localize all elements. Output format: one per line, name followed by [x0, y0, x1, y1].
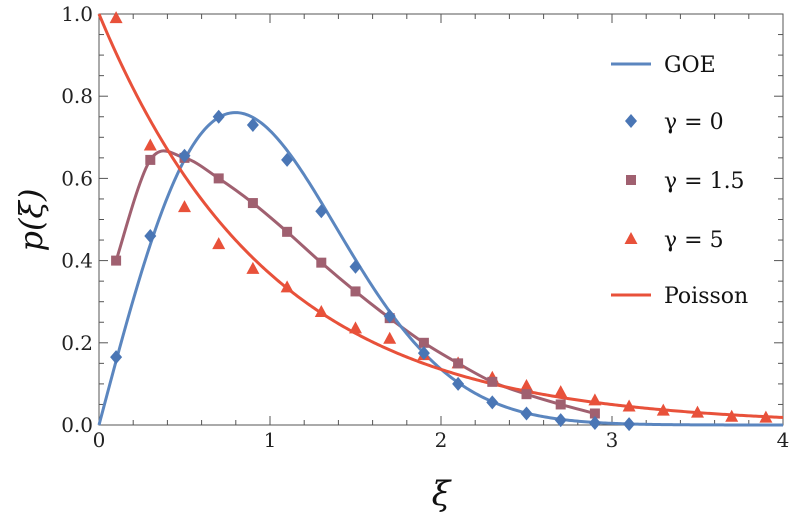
gamma0-point: [588, 415, 601, 430]
gamma15-point: [282, 226, 293, 237]
y-tick-label: 0.2: [61, 331, 93, 355]
y-tick-label: 0.4: [61, 249, 93, 273]
gamma15-point: [555, 399, 566, 410]
gamma5-point: [314, 304, 328, 317]
gamma15-point: [418, 337, 429, 348]
gamma15-point: [316, 257, 327, 268]
gamma0-point: [554, 413, 567, 428]
goe-curve: [97, 111, 783, 427]
gamma0-point: [144, 228, 157, 243]
gamma0-point: [110, 350, 123, 365]
legend-swatch-gamma5: [624, 232, 638, 244]
x-tick-label: 2: [435, 428, 448, 452]
gamma5-point: [383, 331, 397, 344]
gamma15-point: [453, 358, 464, 369]
axis-ticks: 0 1 2 3 4 0.0 0.2 0.4 0.6 0.8 1.0: [61, 2, 789, 452]
gamma5-point: [212, 237, 226, 250]
gamma0-point: [246, 117, 259, 132]
legend-label-poisson: Poisson: [664, 284, 748, 309]
gamma5-point: [520, 378, 533, 391]
gamma15-point: [589, 408, 600, 419]
gamma5-point: [143, 138, 157, 151]
gamma5-point: [554, 385, 568, 398]
gamma0-point: [486, 395, 499, 410]
x-axis-label: ξ: [432, 474, 453, 514]
gamma15-point: [213, 173, 224, 184]
legend-label-gamma0: γ = 0: [664, 110, 724, 135]
gamma0-point: [383, 309, 396, 324]
gamma5-point: [246, 261, 260, 274]
gamma0-point: [212, 109, 225, 124]
gamma0-point: [623, 417, 636, 432]
gamma5-point: [280, 280, 294, 293]
gamma5-point: [178, 200, 191, 213]
x-tick-label: 3: [606, 428, 619, 452]
poisson-curve: [97, 13, 784, 419]
series-markers: [109, 11, 773, 432]
gamma15-point: [247, 198, 258, 209]
y-tick-label: 0.0: [61, 413, 93, 437]
gamma15-point: [521, 389, 532, 400]
gamma15-fit-line: [114, 149, 596, 415]
gamma0-point: [349, 259, 362, 274]
x-tick-label: 4: [777, 428, 790, 452]
y-axis-label: p(ξ): [12, 188, 50, 251]
gamma5-point: [622, 399, 636, 412]
x-tick-label: 0: [93, 428, 106, 452]
gamma0-point: [178, 148, 191, 163]
legend-swatch-gamma0: [625, 114, 637, 128]
gamma15-point: [111, 255, 122, 266]
gamma5-point: [691, 405, 704, 418]
y-tick-label: 0.8: [61, 84, 93, 108]
gamma15-point: [145, 154, 156, 165]
gamma5-point: [109, 11, 123, 24]
gamma0-point: [452, 376, 465, 391]
gamma5-point: [759, 410, 773, 423]
legend-label-gamma15: γ = 1.5: [664, 169, 745, 194]
gamma0-point: [520, 406, 533, 421]
legend-label-gamma5: γ = 5: [664, 228, 724, 253]
gamma15-point: [350, 286, 361, 297]
x-tick-label: 1: [264, 428, 277, 452]
gamma0-point: [315, 204, 328, 219]
gamma5-point: [725, 409, 739, 422]
y-tick-label: 0.6: [61, 166, 93, 190]
gamma5-point: [349, 321, 362, 334]
legend-label-goe: GOE: [664, 53, 716, 78]
y-tick-label: 1.0: [61, 2, 93, 26]
legend-swatch-gamma15: [626, 175, 636, 185]
legend: GOE γ = 0 γ = 1.5 γ = 5 Poisson: [611, 53, 748, 309]
gamma15-point: [487, 376, 498, 387]
gamma0-point: [417, 346, 430, 361]
gamma0-point: [281, 152, 294, 167]
gamma5-point: [588, 393, 602, 406]
gamma5-point: [656, 403, 670, 416]
